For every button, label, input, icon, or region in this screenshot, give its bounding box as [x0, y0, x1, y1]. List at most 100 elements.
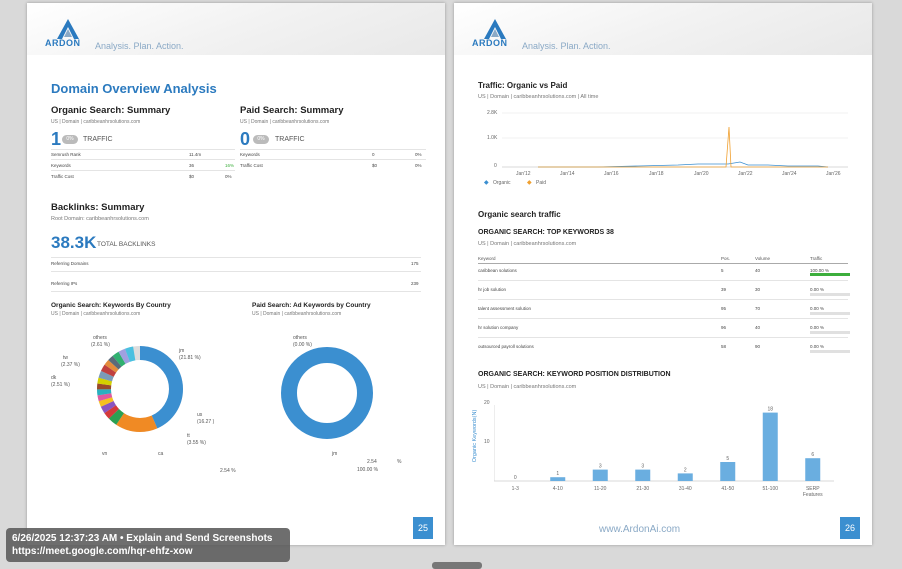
- paid-row-pct: 0%: [415, 163, 422, 168]
- organic-label: (16.27 ): [197, 419, 215, 425]
- organic-label: (2.61 %): [91, 342, 110, 348]
- backlinks-row-value: 175: [411, 261, 419, 266]
- divider: [478, 280, 848, 281]
- y-tick: 20: [484, 400, 490, 406]
- paid-row-label: Traffic Cost: [240, 163, 263, 168]
- top-keywords-heading: ORGANIC SEARCH: TOP KEYWORDS 38: [478, 229, 614, 236]
- position-bar: [592, 469, 608, 481]
- pos-cell: 39: [721, 287, 727, 292]
- divider: [478, 263, 848, 264]
- page-header: [27, 3, 445, 55]
- paid-row-value: $0: [372, 163, 378, 168]
- organic-traffic-badge: 0%: [62, 135, 78, 144]
- position-bar: [805, 458, 821, 481]
- divider: [51, 257, 421, 258]
- organic-series-line: [538, 161, 829, 168]
- position-distribution-bar-chart: 0 1-3 1 4-10 3 11-20 3 21-30 2 31-40 5 41-50 18 51-10…: [494, 405, 834, 498]
- pos-cell: 95: [721, 306, 727, 311]
- position-bar: [550, 477, 566, 481]
- position-bar: [677, 473, 693, 481]
- organic-label: 2.54 %: [220, 468, 236, 474]
- organic-label: jm: [179, 348, 185, 354]
- divider: [478, 318, 848, 319]
- traffic-cell: 0.00 %: [810, 306, 825, 311]
- col-traffic: Traffic: [810, 256, 823, 261]
- paid-label: 2.54: [367, 459, 377, 465]
- page-number: 26: [840, 517, 860, 539]
- divider: [51, 159, 235, 160]
- position-bar-label: 3: [599, 464, 602, 470]
- volume-cell: 30: [755, 287, 761, 292]
- traffic-cell: 0.00 %: [810, 325, 825, 330]
- organic-country-meta: US | Domain | caribbeanhrsolutions.com: [51, 311, 141, 317]
- organic-label: (2.51 %): [51, 382, 70, 388]
- paid-traffic-badge: 0%: [253, 135, 269, 144]
- y-tick: 2.8K: [487, 110, 498, 116]
- x-tick: Jan'20: [694, 171, 709, 177]
- total-backlinks-value: 38.3K: [51, 233, 97, 252]
- traffic-bar-track: [810, 350, 850, 353]
- tagline: Analysis. Plan. Action.: [522, 41, 611, 51]
- keyword-cell: hr solution company: [478, 325, 519, 330]
- backlinks-meta: Root Domain: caribbeanhrsolutions.com: [51, 216, 149, 222]
- donut-slice-jm: [281, 347, 373, 439]
- position-category-label: 31-40: [679, 486, 692, 492]
- organic-row-label: Semrush Rank: [51, 152, 81, 157]
- total-backlinks-label: TOTAL BACKLINKS: [97, 241, 156, 248]
- paid-label: others: [293, 335, 307, 341]
- organic-label: (21.81 %): [179, 355, 201, 361]
- traffic-bar-track: [810, 293, 850, 296]
- position-bar-label: 2: [684, 467, 687, 473]
- paid-row-value: 0: [372, 152, 375, 157]
- traffic-bar-fill: [810, 273, 850, 276]
- organic-summary-meta: US | Domain | caribbeanhrsolutions.com: [51, 119, 141, 125]
- paid-traffic-value: 0: [240, 129, 251, 149]
- organic-label: dk: [51, 375, 57, 381]
- paid-country-donut: [281, 347, 373, 439]
- divider: [51, 291, 421, 292]
- traffic-bar-track: [810, 331, 850, 334]
- y-tick: 10: [484, 439, 490, 445]
- position-category-label: 1-3: [512, 486, 519, 492]
- donut-slice-us: [97, 346, 183, 432]
- position-bar: [762, 412, 778, 481]
- organic-legend-icon: ◆: [484, 180, 489, 186]
- paid-label: 100.00 %: [357, 467, 379, 473]
- donut-slice: [97, 346, 183, 432]
- legend-organic: Organic: [493, 180, 511, 186]
- organic-row-label: Keywords: [51, 163, 71, 168]
- paid-label: %: [397, 459, 402, 465]
- paid-summary-meta: US | Domain | caribbeanhrsolutions.com: [240, 119, 330, 125]
- divider: [240, 149, 426, 150]
- y-tick: 1.0K: [487, 135, 498, 141]
- traffic-chart-heading: Traffic: Organic vs Paid: [478, 81, 568, 90]
- divider: [478, 299, 848, 300]
- overlay-line-2: https://meet.google.com/hqr-ehfz-xow: [12, 546, 193, 557]
- organic-row-pct: 16%: [225, 163, 235, 168]
- organic-label: vn: [102, 451, 108, 457]
- report-page-right: ARDON Analysis. Plan. Action. Traffic: O…: [454, 3, 872, 545]
- paid-country-heading: Paid Search: Ad Keywords by Country: [252, 302, 371, 309]
- position-bar-label: 1: [556, 471, 559, 477]
- organic-traffic-heading: Organic search traffic: [478, 210, 561, 219]
- backlinks-row-value: 239: [411, 281, 419, 286]
- organic-row-value: 36: [189, 163, 195, 168]
- position-distribution-meta: US | Domain | caribbeanhrsolutions.com: [478, 384, 577, 390]
- position-category-label: 41-50: [721, 486, 734, 492]
- scroll-handle[interactable]: [432, 562, 482, 569]
- backlinks-row-label: Referring Domains: [51, 261, 89, 266]
- page-title: Domain Overview Analysis: [51, 81, 217, 96]
- divider: [51, 170, 235, 171]
- backlinks-heading: Backlinks: Summary: [51, 202, 145, 213]
- x-tick: Jan'26: [826, 171, 841, 177]
- volume-cell: 40: [755, 268, 761, 273]
- traffic-cell: 0.00 %: [810, 344, 825, 349]
- organic-country-donut: [97, 346, 183, 432]
- report-page-left: ARDON Analysis. Plan. Action. Domain Ove…: [27, 3, 445, 545]
- legend-paid: Paid: [536, 180, 547, 186]
- position-bar-label: 18: [767, 407, 773, 413]
- divider: [478, 337, 848, 338]
- donut-slice-jm: [97, 346, 183, 432]
- divider: [240, 159, 426, 160]
- organic-traffic-value: 1: [51, 129, 62, 149]
